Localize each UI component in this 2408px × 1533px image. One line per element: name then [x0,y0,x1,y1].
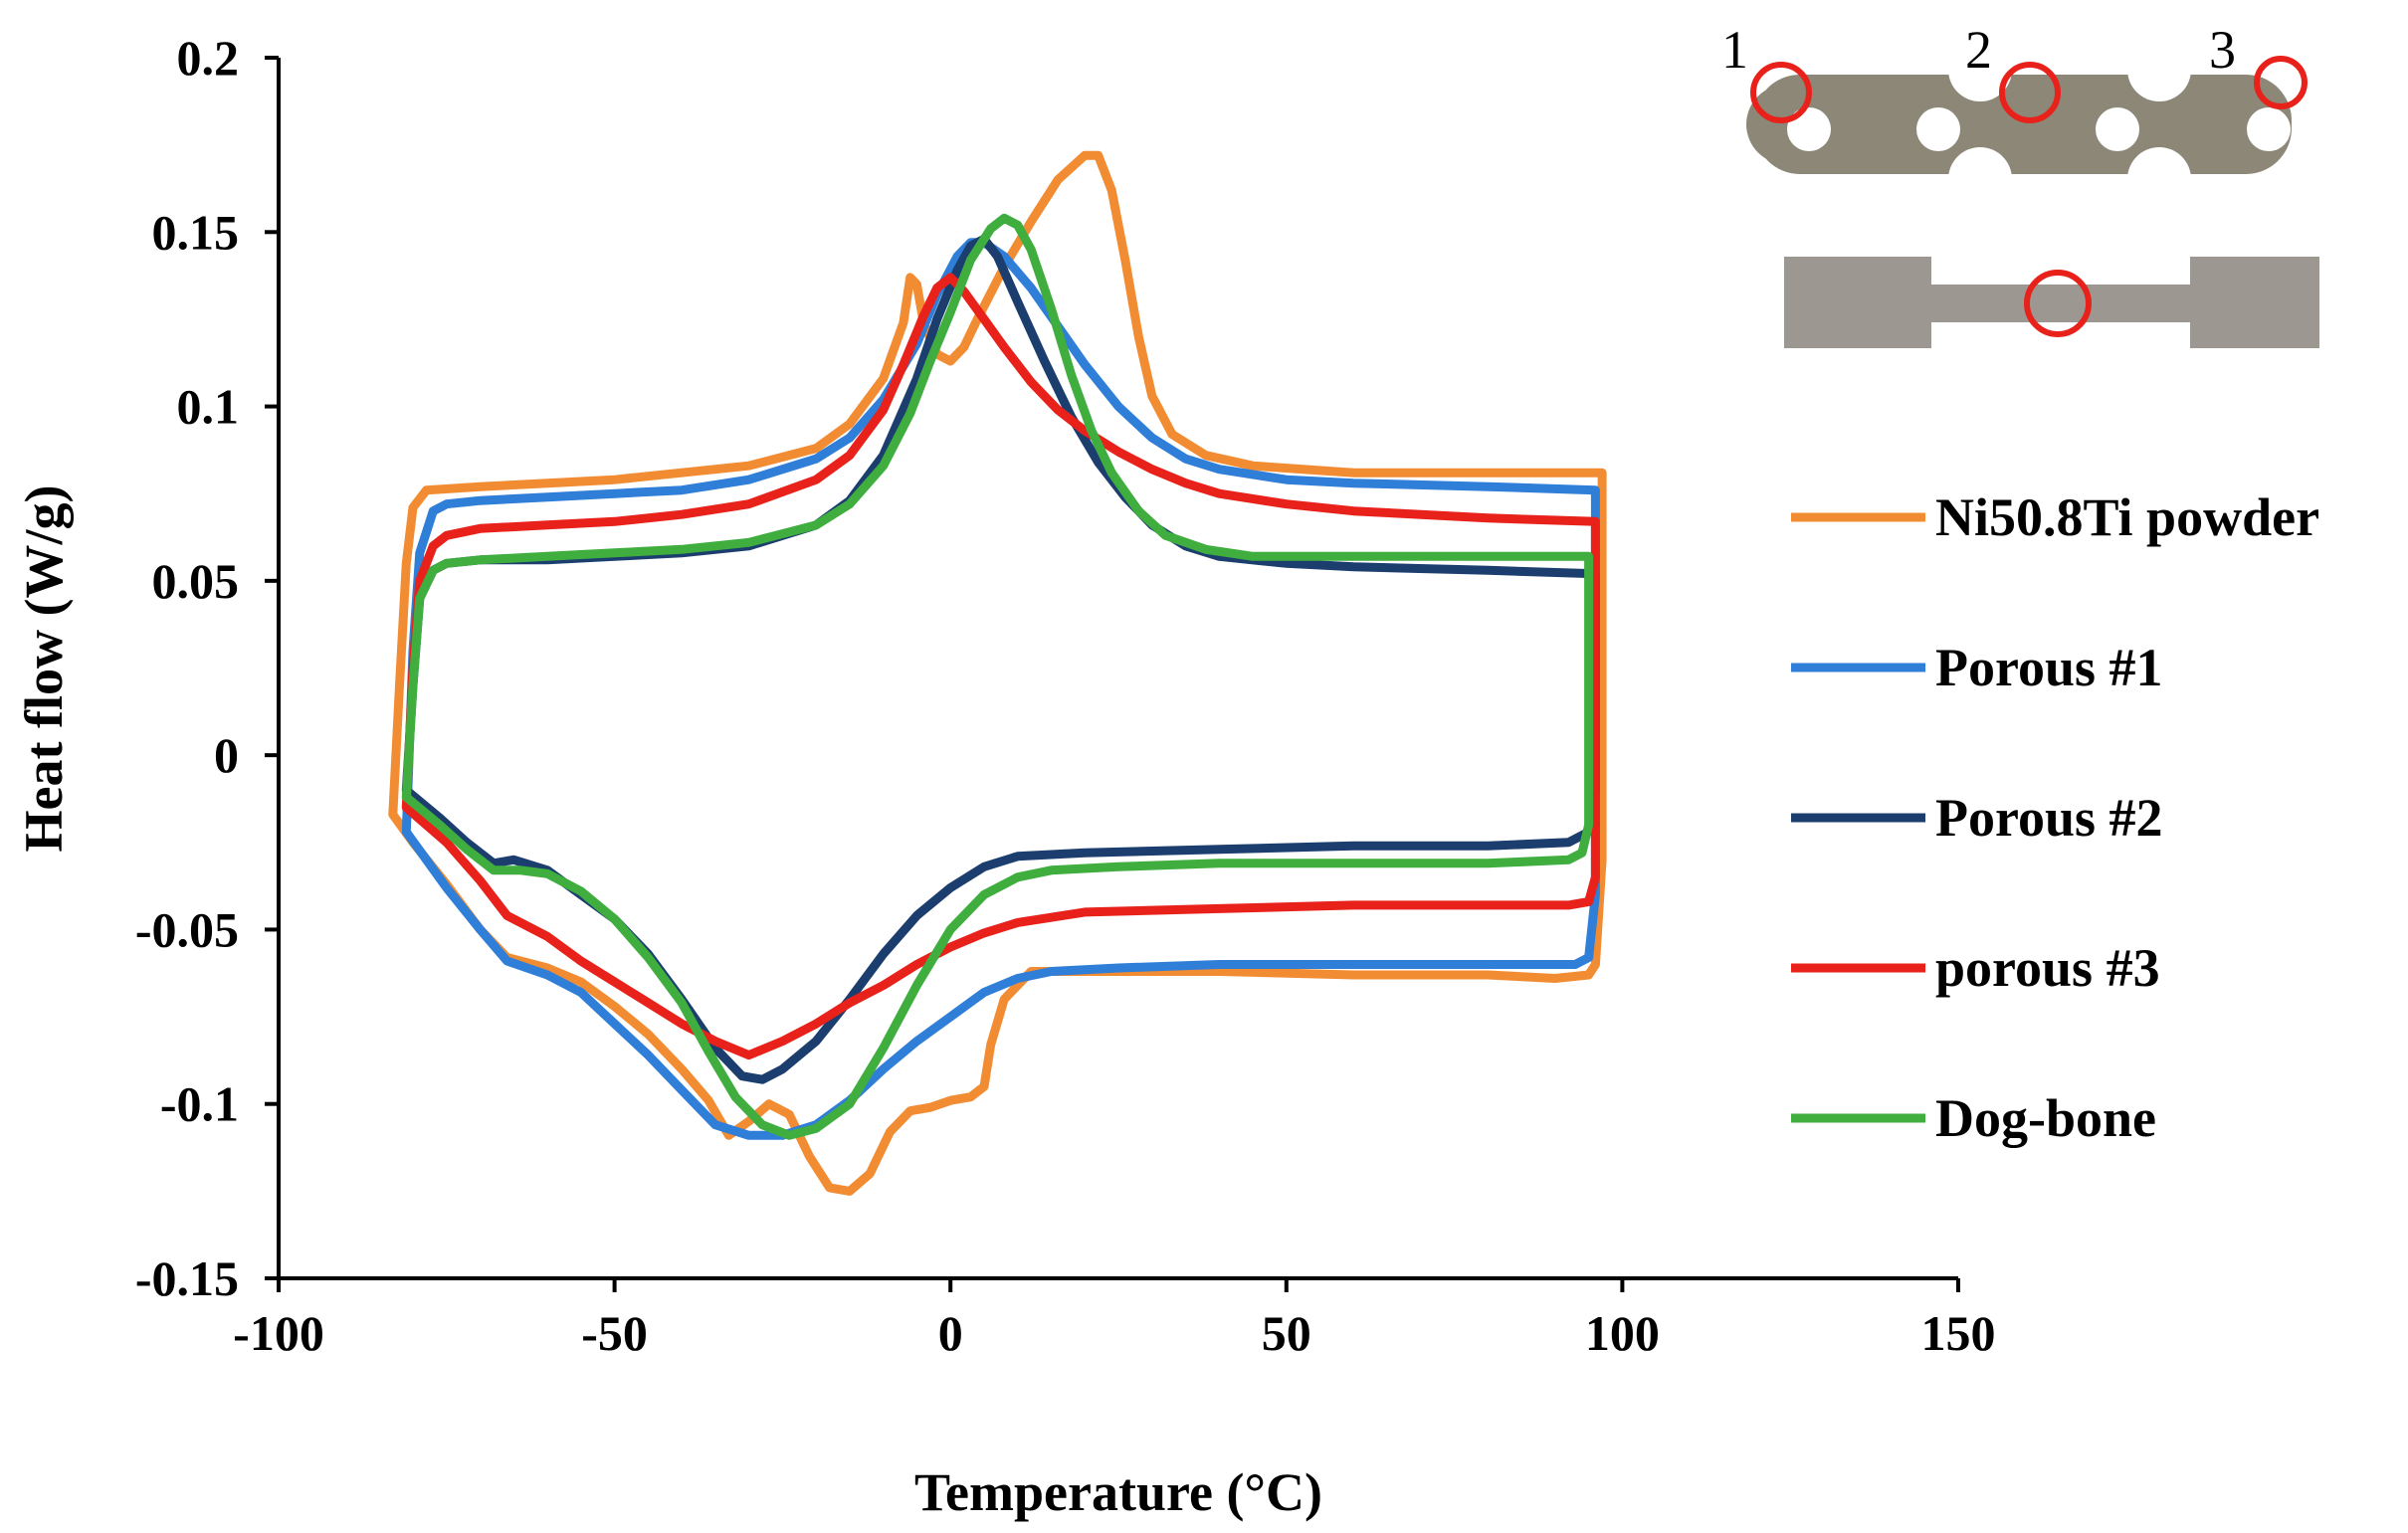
y-tick-label: -0.05 [135,901,239,957]
inset-label-1: 1 [1721,20,1748,80]
series-line-1 [388,150,1607,1196]
series-line-2 [401,238,1600,1140]
x-tick-label: -50 [581,1305,648,1361]
x-tick-label: 0 [938,1305,963,1361]
y-tick-label: 0 [214,727,239,783]
dog-bone-photo [1784,257,2319,348]
y-tick-label: -0.15 [135,1250,239,1306]
axes [277,58,1958,1280]
series-line-3 [401,234,1600,1084]
x-tick-label: -100 [233,1305,324,1361]
porous-plate-photo [1746,38,2292,211]
legend-label: porous #3 [1935,938,2160,998]
x-ticks: -100 -50 0 50 100 150 [233,1278,1996,1361]
marker-circle-1 [1750,62,1812,123]
x-tick-label: 150 [1921,1305,1996,1361]
y-tick-label: 0.1 [177,379,240,435]
y-ticks: -0.15 -0.1 -0.05 0 0.05 0.1 0.15 0.2 [135,30,279,1306]
legend-label: Dog-bone [1935,1088,2156,1148]
series-line-4 [401,273,1600,1060]
x-tick-label: 100 [1585,1305,1660,1361]
inset-label-3: 3 [2209,20,2236,80]
series-layer [388,150,1607,1196]
legend-label: Ni50.8Ti powder [1935,487,2319,547]
legend-label: Porous #1 [1935,638,2163,697]
sample-inset: 1 2 3 [1721,20,2319,348]
marker-circle-2 [1999,62,2061,123]
x-axis-title: Temperature (°C) [914,1462,1322,1522]
y-tick-label: 0.15 [152,204,240,260]
inset-label-2: 2 [1965,20,1992,80]
series-line-5 [401,213,1594,1140]
marker-circle-dog-bone [2024,270,2092,337]
marker-circle-3 [2254,56,2308,109]
legend-label: Porous #2 [1935,788,2163,848]
y-tick-label: -0.1 [160,1076,239,1132]
legend: Ni50.8Ti powder Porous #1 Porous #2 porous … [1791,487,2319,1148]
y-tick-label: 0.2 [177,30,240,86]
y-axis-title: Heat flow (W/g) [14,485,74,853]
y-tick-label: 0.05 [152,553,240,609]
x-tick-label: 50 [1262,1305,1311,1361]
